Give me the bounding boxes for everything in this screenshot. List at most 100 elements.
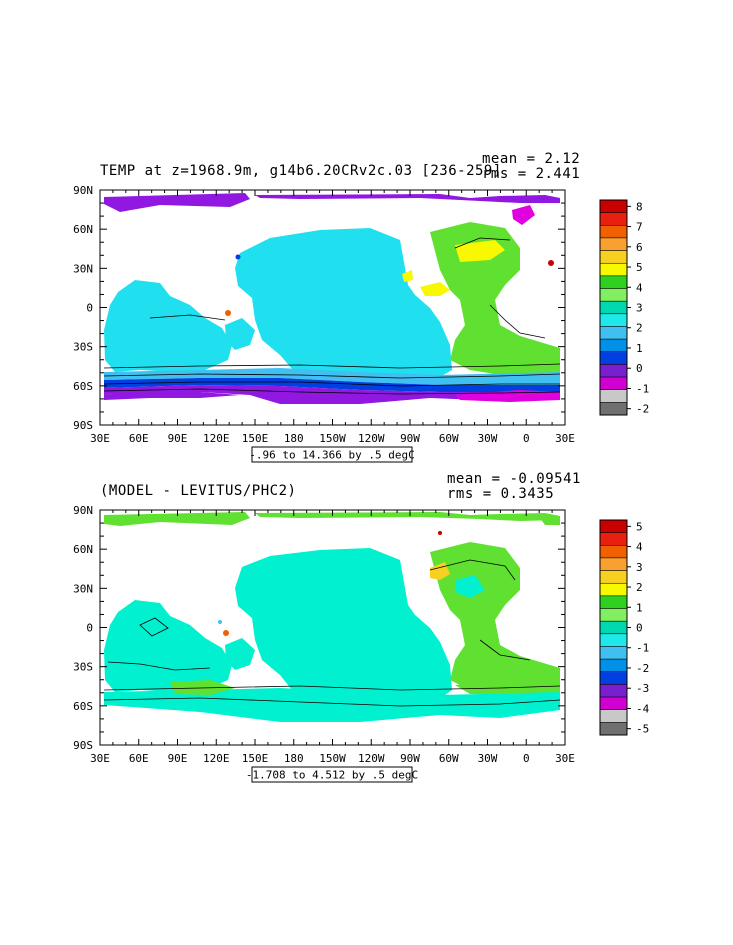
bottom-lat-tick-label: 90N bbox=[73, 504, 93, 517]
top-colorbar-label: 0 bbox=[636, 362, 643, 375]
bottom-colorbar-swatch bbox=[599, 545, 628, 559]
bottom-colorbar-swatch bbox=[599, 582, 628, 597]
top-lat-tick-label: 30N bbox=[73, 262, 93, 275]
bottom-colorbar-label: -5 bbox=[636, 723, 649, 736]
top-maritime-continent bbox=[225, 318, 255, 350]
top-colorbar-swatch bbox=[599, 237, 628, 251]
bottom-contour-line bbox=[139, 617, 169, 637]
top-lat-tick-label: 60S bbox=[73, 380, 93, 393]
bottom-lon-tick-label: 30W bbox=[478, 752, 498, 765]
bottom-warm-spot bbox=[438, 531, 442, 535]
top-colorbar-swatch bbox=[599, 199, 628, 213]
top-lon-tick-label: 120W bbox=[358, 432, 385, 445]
bottom-southern-warm-patch bbox=[170, 680, 235, 695]
top-cold-spot bbox=[235, 254, 241, 260]
bottom-range-box bbox=[251, 766, 413, 783]
top-lon-tick-label: 90E bbox=[168, 432, 188, 445]
top-colorbar-swatch bbox=[599, 364, 628, 378]
top-arctic-region bbox=[255, 194, 560, 203]
top-range-label: -.96 to 14.366 by .5 degC bbox=[249, 449, 415, 462]
bottom-colorbar-label: -4 bbox=[636, 702, 650, 715]
bottom-colorbar: 5 4 3 2 1 0 -1 -2 -3 -4 -5 bbox=[599, 519, 650, 736]
bottom-colorbar-label: 5 bbox=[636, 520, 643, 533]
bottom-colorbar-swatch bbox=[599, 608, 628, 622]
top-colorbar-label: 3 bbox=[636, 302, 643, 315]
top-colorbar-label: 5 bbox=[636, 261, 643, 274]
top-lon-tick-label: 60W bbox=[439, 432, 459, 445]
top-arctic-region bbox=[104, 193, 250, 212]
bottom-arctic-region bbox=[104, 512, 250, 526]
top-southern-ocean-band bbox=[104, 368, 560, 385]
top-lon-tick-label: 90W bbox=[400, 432, 420, 445]
top-colorbar: 8 7 6 5 4 3 2 1 0 -1 -2 bbox=[599, 199, 649, 416]
bottom-colorbar-label: 2 bbox=[636, 581, 643, 594]
bottom-lon-tick-label: 150E bbox=[242, 752, 269, 765]
bottom-colorbar-swatch bbox=[599, 557, 628, 571]
bottom-contour-line bbox=[103, 685, 561, 691]
bottom-colorbar-swatch bbox=[599, 595, 628, 609]
bottom-colorbar-label: 1 bbox=[636, 601, 643, 614]
top-rms-value: rms = 2.441 bbox=[482, 166, 581, 182]
top-lon-tick-label: 0 bbox=[523, 432, 530, 445]
bottom-contour-line bbox=[107, 661, 211, 671]
top-warm-spot bbox=[548, 260, 554, 266]
bottom-mean-value: mean = -0.09541 bbox=[447, 471, 581, 487]
top-contour-line bbox=[454, 237, 511, 249]
bottom-lon-tick-label: 120W bbox=[358, 752, 385, 765]
top-lon-tick-label: 30E bbox=[555, 432, 575, 445]
top-colorbar-label: 1 bbox=[636, 342, 643, 355]
top-lon-tick-label: 30E bbox=[90, 432, 110, 445]
bottom-indian-ocean bbox=[104, 600, 232, 692]
top-colorbar-label: -1 bbox=[636, 382, 649, 395]
top-colorbar-swatch bbox=[599, 351, 628, 365]
bottom-colorbar-swatch bbox=[599, 709, 628, 723]
top-mean-value: mean = 2.12 bbox=[482, 151, 581, 167]
bottom-lon-tick-label: 60W bbox=[439, 752, 459, 765]
bottom-axes: 30E 60E 90E 120E 150E 180 150W 120W 90W 60W 30W 0 30… bbox=[73, 504, 575, 783]
bottom-colorbar-swatch bbox=[599, 633, 628, 647]
bottom-pacific-ocean bbox=[235, 548, 452, 700]
bottom-warm-spot bbox=[223, 630, 229, 636]
top-contour-line bbox=[103, 381, 560, 387]
bottom-colorbar-label: -1 bbox=[636, 642, 649, 655]
bottom-lat-tick-label: 60S bbox=[73, 700, 93, 713]
top-nordic-seas bbox=[512, 205, 535, 225]
bottom-cold-spot bbox=[218, 620, 222, 624]
top-lat-tick-label: 30S bbox=[73, 341, 93, 354]
bottom-colorbar-label: 3 bbox=[636, 561, 643, 574]
top-colorbar-swatch bbox=[599, 338, 628, 353]
top-colorbar-label: 2 bbox=[636, 322, 643, 335]
top-caribbean-region bbox=[402, 270, 413, 282]
top-lon-tick-label: 60E bbox=[129, 432, 149, 445]
top-lon-tick-label: 150E bbox=[242, 432, 269, 445]
bottom-colorbar-swatch bbox=[599, 532, 628, 546]
bottom-arctic-region bbox=[255, 512, 560, 521]
top-warm-spot bbox=[225, 310, 231, 316]
bottom-lon-tick-label: 30E bbox=[555, 752, 575, 765]
bottom-colorbar-swatch bbox=[599, 646, 628, 660]
bottom-lon-tick-label: 90E bbox=[168, 752, 188, 765]
bottom-lat-tick-label: 30S bbox=[73, 661, 93, 674]
bottom-lon-tick-label: 30E bbox=[90, 752, 110, 765]
bottom-contour-line bbox=[103, 697, 561, 707]
top-map-panel: 30E 60E 90E 120E 150E 180 150W 120W 90W 60W 30W 0 30… bbox=[73, 184, 649, 463]
top-colorbar-swatch bbox=[599, 262, 628, 277]
top-contour-line bbox=[103, 363, 561, 369]
bottom-colorbar-swatch bbox=[599, 658, 628, 673]
bottom-colorbar-label: 4 bbox=[636, 541, 643, 554]
bottom-lat-tick-label: 30N bbox=[73, 582, 93, 595]
top-gulf-region bbox=[420, 282, 450, 296]
top-mediterranean-outflow bbox=[455, 240, 505, 262]
top-lat-tick-label: 90S bbox=[73, 419, 93, 432]
top-colorbar-label: 8 bbox=[636, 200, 643, 213]
top-contour-line bbox=[489, 304, 546, 339]
bottom-lon-tick-label: 150W bbox=[319, 752, 346, 765]
top-lon-tick-label: 30W bbox=[478, 432, 498, 445]
top-colorbar-label: 4 bbox=[636, 281, 643, 294]
bottom-rms-value: rms = 0.3435 bbox=[447, 486, 555, 502]
top-colorbar-label: 7 bbox=[636, 221, 643, 234]
top-colorbar-swatch bbox=[599, 212, 628, 226]
top-colorbar-swatch bbox=[599, 389, 628, 403]
bottom-map-panel: 30E 60E 90E 120E 150E 180 150W 120W 90W 60W 30W 0 30… bbox=[73, 504, 650, 783]
